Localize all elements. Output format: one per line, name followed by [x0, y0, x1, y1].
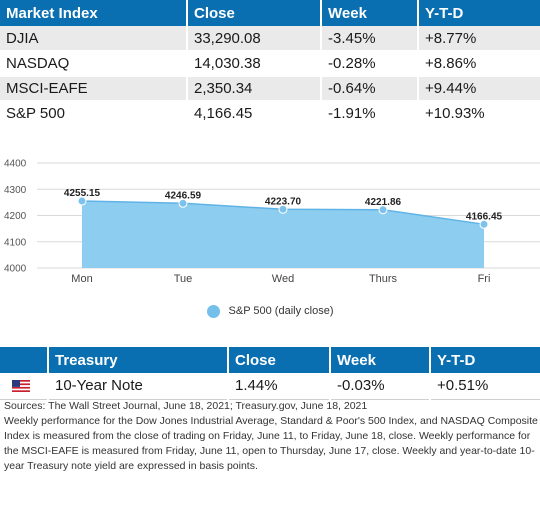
treasury-close: 1.44% [228, 373, 331, 400]
header-close: Close [187, 0, 322, 26]
treasury-ytd: +0.51% [430, 373, 540, 400]
y-tick-label: 4400 [4, 159, 27, 170]
y-tick-label: 4000 [4, 264, 27, 275]
methodology-note: Weekly performance for the Dow Jones Ind… [4, 415, 538, 472]
data-label: 4223.70 [265, 196, 302, 207]
x-tick-label: Wed [272, 273, 294, 285]
index-week: -0.28% [321, 51, 419, 77]
index-ytd: +10.93% [418, 101, 540, 127]
header-treasury: Treasury [48, 347, 229, 373]
market-table-header-row: Market Index Close Week Y-T-D [0, 0, 540, 26]
y-tick-label: 4200 [4, 211, 27, 222]
index-ytd: +8.86% [418, 51, 540, 77]
header-ytd: Y-T-D [430, 347, 540, 373]
legend-swatch [206, 304, 220, 318]
table-row: S&P 500 4,166.45 -1.91% +10.93% [0, 101, 540, 127]
header-ytd: Y-T-D [418, 0, 540, 26]
flag-cell [0, 373, 49, 400]
x-tick-label: Thurs [369, 273, 398, 285]
data-label: 4246.59 [165, 190, 202, 201]
sp500-area-chart: 4000 4100 4200 4300 4400 4255.15 Mon 4246.59 Tue… [4, 159, 540, 285]
area-fill [82, 201, 484, 268]
data-point [479, 219, 489, 229]
table-row: MSCI-EAFE 2,350.34 -0.64% +9.44% [0, 76, 540, 102]
x-tick-label: Fri [478, 273, 491, 285]
index-ytd: +8.77% [418, 26, 540, 52]
index-close: 14,030.38 [187, 51, 322, 77]
treasury-header-row: Treasury Close Week Y-T-D [0, 347, 540, 373]
index-name: S&P 500 [0, 101, 188, 127]
data-point [278, 204, 288, 214]
y-tick-label: 4300 [4, 185, 27, 196]
data-label: 4221.86 [365, 197, 402, 208]
treasury-week: -0.03% [330, 373, 431, 400]
data-point [77, 196, 87, 206]
data-label: 4255.15 [64, 188, 101, 199]
index-week: -1.91% [321, 101, 419, 127]
data-point [178, 198, 188, 208]
table-row: NASDAQ 14,030.38 -0.28% +8.86% [0, 51, 540, 77]
index-week: -3.45% [321, 26, 419, 52]
index-close: 2,350.34 [187, 76, 322, 102]
data-label: 4166.45 [466, 211, 503, 222]
chart-legend: S&P 500 (daily close) [0, 302, 540, 320]
header-flag-spacer [0, 347, 49, 373]
x-tick-label: Mon [71, 273, 92, 285]
index-name: MSCI-EAFE [0, 76, 188, 102]
index-week: -0.64% [321, 76, 419, 102]
index-close: 4,166.45 [187, 101, 322, 127]
footnotes: Sources: The Wall Street Journal, June 1… [4, 399, 538, 474]
market-index-table: Market Index Close Week Y-T-D DJIA 33,29… [0, 0, 540, 127]
us-flag-icon [12, 380, 30, 393]
treasury-name: 10-Year Note [48, 373, 229, 400]
table-row: DJIA 33,290.08 -3.45% +8.77% [0, 26, 540, 52]
sources-note: Sources: The Wall Street Journal, June 1… [4, 400, 368, 412]
index-name: NASDAQ [0, 51, 188, 77]
x-tick-label: Tue [174, 273, 193, 285]
index-ytd: +9.44% [418, 76, 540, 102]
index-name: DJIA [0, 26, 188, 52]
legend-label: S&P 500 (daily close) [228, 305, 334, 317]
header-close: Close [228, 347, 331, 373]
header-week: Week [321, 0, 419, 26]
table-row: 10-Year Note 1.44% -0.03% +0.51% [0, 373, 540, 400]
y-tick-label: 4100 [4, 237, 27, 248]
header-market-index: Market Index [0, 0, 188, 26]
index-close: 33,290.08 [187, 26, 322, 52]
header-week: Week [330, 347, 431, 373]
treasury-table: Treasury Close Week Y-T-D 10-Year Note 1… [0, 347, 540, 400]
data-point [378, 205, 388, 215]
